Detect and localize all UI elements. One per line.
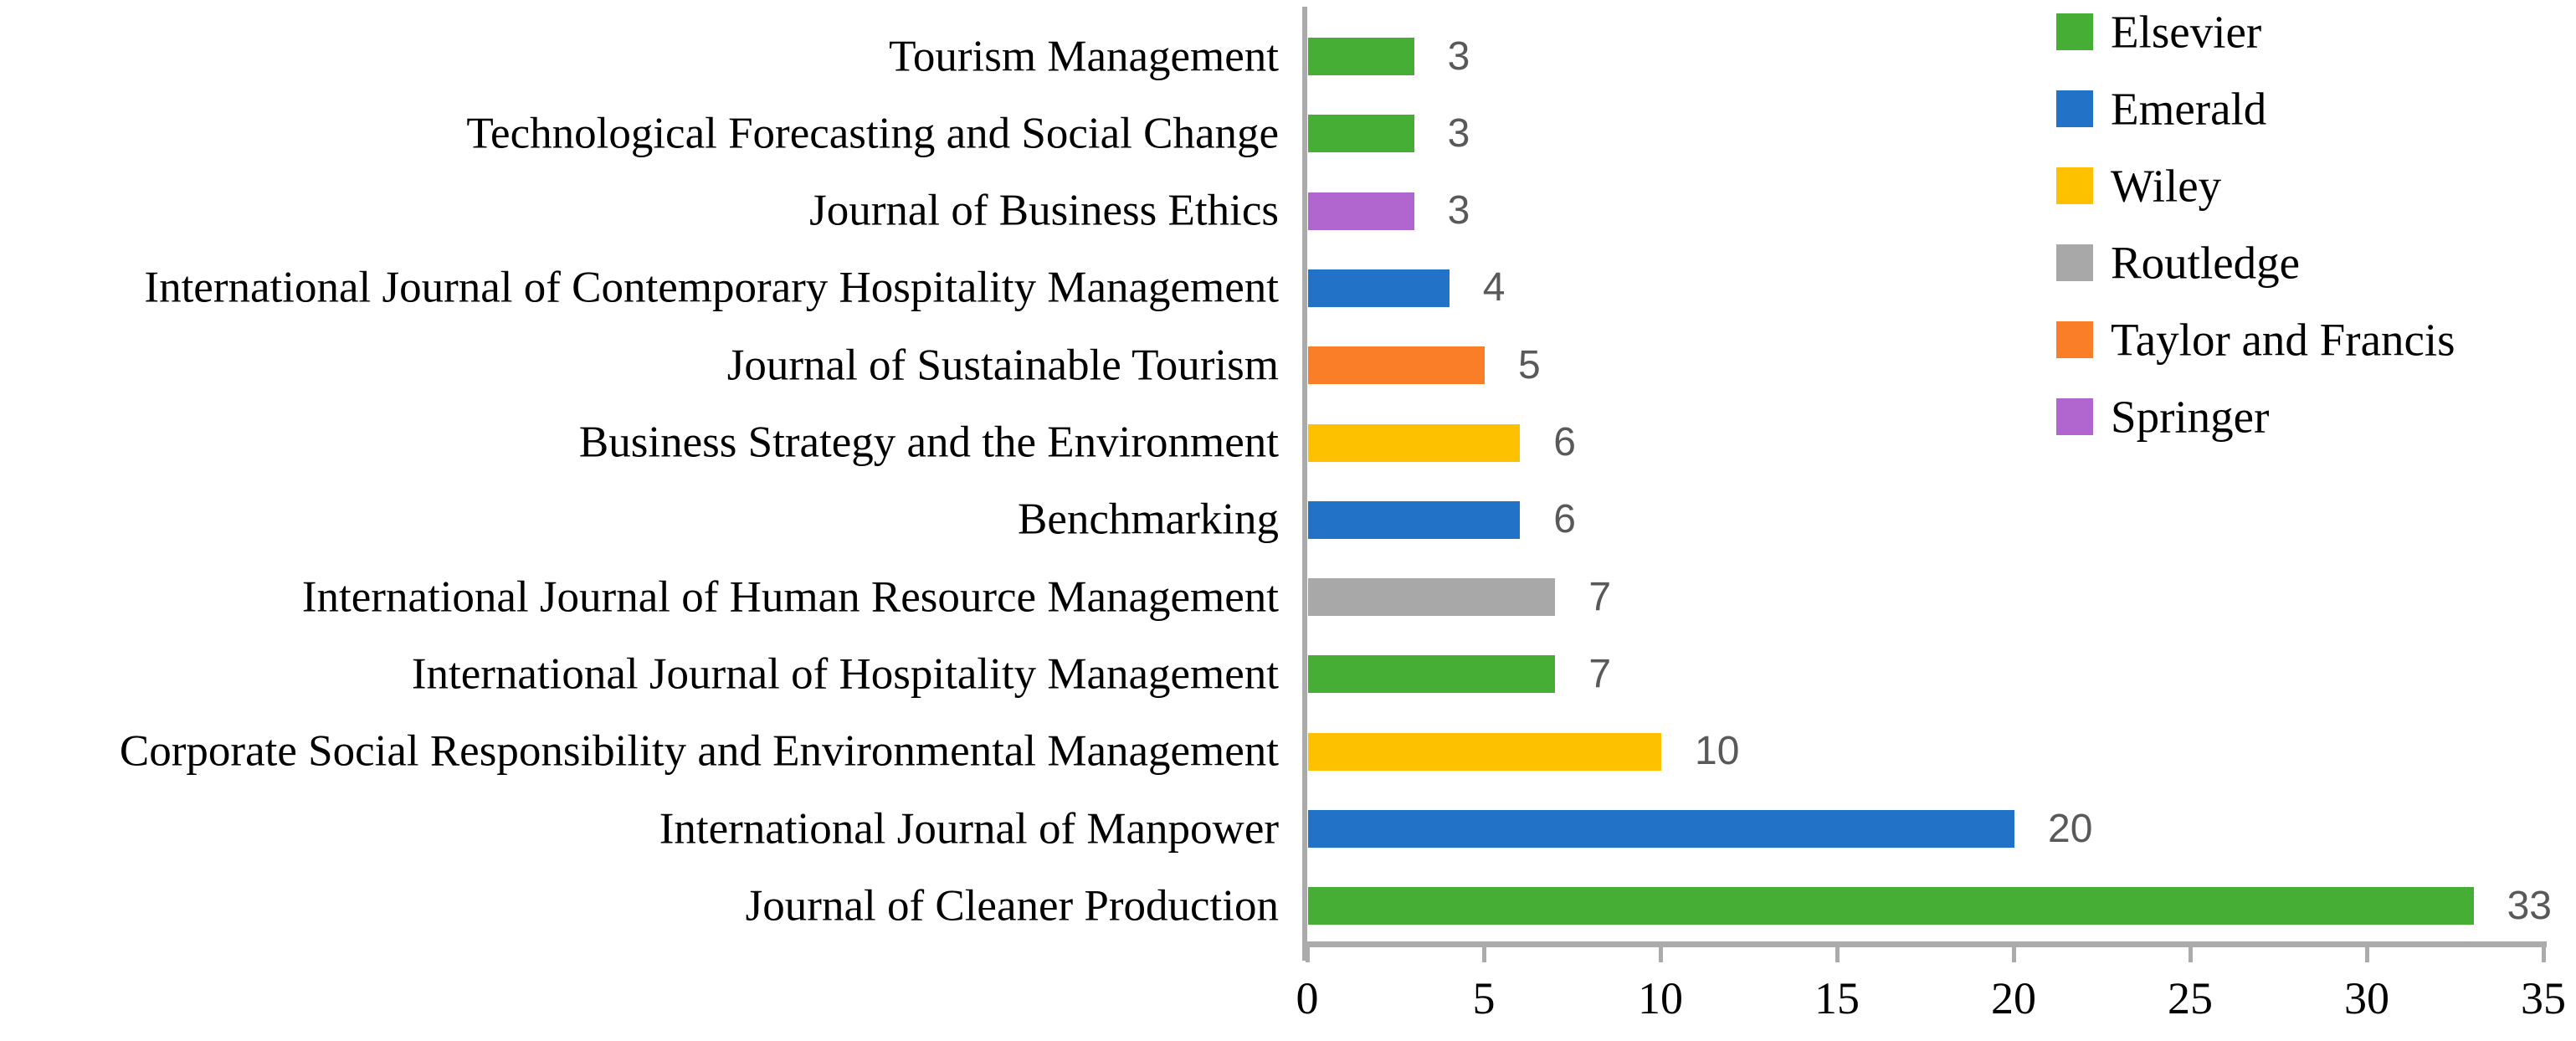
category-label: Journal of Sustainable Tourism [726,341,1279,390]
legend-label: Taylor and Francis [2111,314,2455,366]
bar-elsevier [1308,887,2474,926]
y-axis-line [1302,7,1307,961]
x-tick-label: 30 [2344,973,2389,1023]
category-label: Technological Forecasting and Social Cha… [466,109,1279,158]
bar-elsevier [1308,115,1414,153]
x-tick-label: 0 [1296,973,1319,1023]
x-axis-line [1302,941,2547,947]
bar-springer [1308,192,1414,230]
bar-routledge [1308,578,1556,617]
value-label: 33 [2507,883,2552,928]
x-tick-label: 10 [1638,973,1683,1023]
x-tick-mark [1835,947,1840,962]
bar-wiley [1308,732,1661,771]
value-label: 4 [1482,265,1506,310]
bar-taylor-and-francis [1308,346,1485,385]
x-tick-mark [1305,947,1310,962]
legend-label: Emerald [2111,83,2267,135]
legend-swatch [2056,398,2093,435]
value-label: 3 [1447,110,1470,156]
x-tick-mark [1481,947,1486,962]
legend-swatch [2056,90,2093,127]
bar-wiley [1308,423,1521,462]
value-label: 3 [1447,188,1470,233]
x-tick-label: 15 [1814,973,1860,1023]
category-label: Journal of Cleaner Production [745,881,1279,931]
category-label: International Journal of Manpower [659,804,1279,853]
x-tick-mark [2541,947,2546,962]
category-label: International Journal of Contemporary Ho… [144,263,1279,312]
category-label: Benchmarking [1017,495,1279,544]
legend-label: Wiley [2111,160,2222,212]
legend-label: Elsevier [2111,6,2262,58]
bar-elsevier [1308,655,1556,694]
value-label: 5 [1518,342,1541,387]
bar-emerald [1308,810,2014,848]
value-label: 3 [1447,33,1470,79]
legend-swatch [2056,321,2093,358]
legend-swatch [2056,167,2093,204]
legend-label: Springer [2111,391,2270,443]
value-label: 7 [1588,574,1612,619]
x-tick-mark [1658,947,1663,962]
category-label: Corporate Social Responsibility and Envi… [119,726,1279,776]
category-label: Journal of Business Ethics [809,186,1279,235]
category-label: Tourism Management [889,32,1279,80]
legend-swatch [2056,244,2093,281]
x-tick-mark [2011,947,2016,962]
value-label: 6 [1553,497,1576,542]
value-label: 20 [2048,806,2093,851]
value-label: 10 [1695,729,1740,774]
bar-elsevier [1308,38,1414,75]
category-label: International Journal of Hospitality Man… [411,649,1279,699]
category-label: Business Strategy and the Environment [578,418,1279,467]
x-tick-mark [2188,947,2193,962]
value-label: 6 [1553,420,1576,464]
x-tick-mark [2364,947,2369,962]
legend-label: Routledge [2111,237,2301,289]
bar-emerald [1308,500,1521,539]
x-tick-label: 35 [2521,973,2566,1023]
bar-emerald [1308,269,1450,307]
category-label: International Journal of Human Resource … [301,572,1279,622]
value-label: 7 [1588,651,1612,696]
x-tick-label: 20 [1991,973,2036,1023]
legend-swatch [2056,13,2093,50]
x-tick-label: 5 [1472,973,1496,1023]
x-tick-label: 25 [2168,973,2213,1023]
